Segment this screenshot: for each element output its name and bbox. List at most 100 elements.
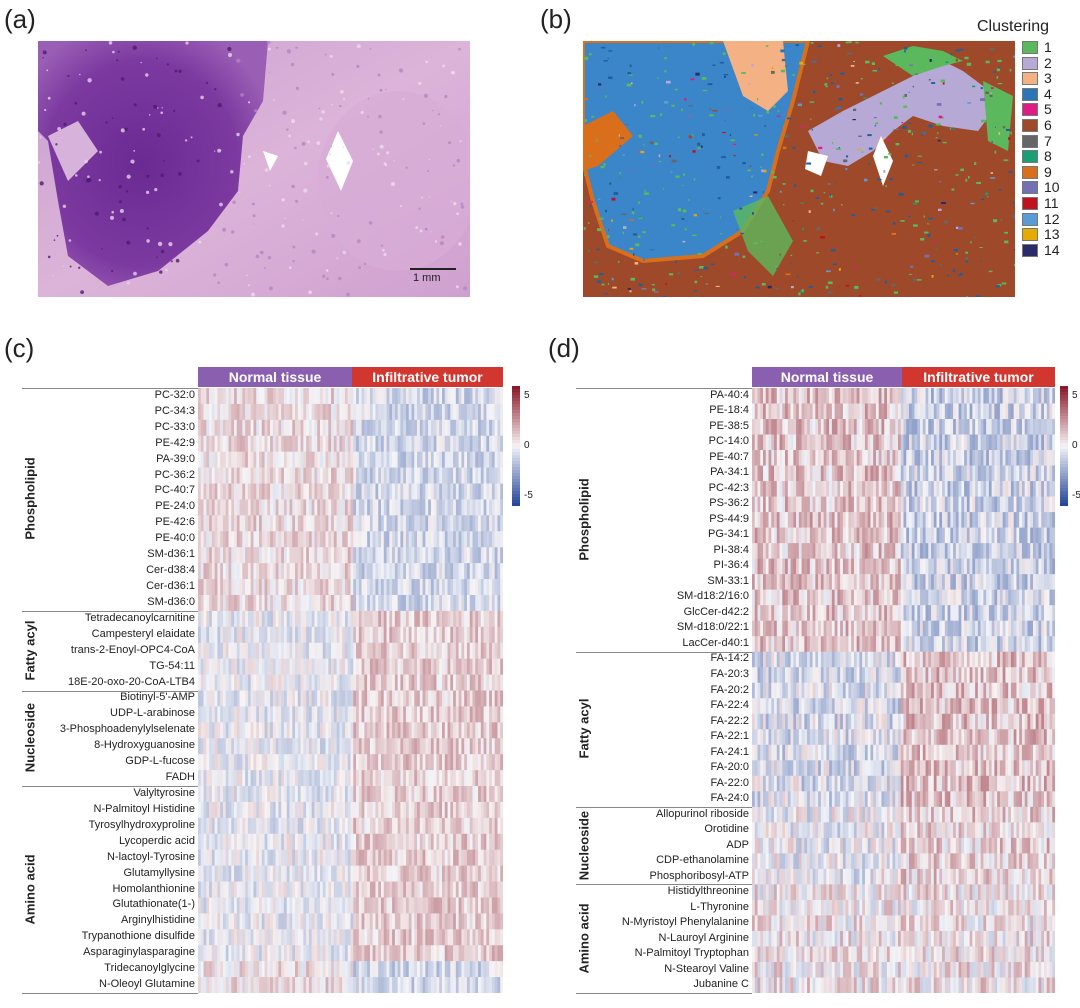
row-label: FA-20:0 bbox=[710, 762, 749, 773]
row-label: FA-20:2 bbox=[710, 685, 749, 696]
row-label: UDP-L-arabinose bbox=[110, 708, 195, 719]
legend-swatch bbox=[1022, 135, 1038, 148]
colorbar-tick-label: 0 bbox=[1072, 440, 1078, 451]
legend-swatch bbox=[1022, 213, 1038, 226]
panel-letter-b: (b) bbox=[540, 4, 572, 35]
legend-label: 11 bbox=[1044, 196, 1059, 210]
row-label: PS-36:2 bbox=[709, 498, 749, 509]
row-label: Allopurinol riboside bbox=[656, 809, 749, 820]
row-label: FA-22:1 bbox=[710, 731, 749, 742]
row-label: FA-22:2 bbox=[710, 716, 749, 727]
category-separator bbox=[576, 388, 752, 389]
legend-swatch bbox=[1022, 41, 1038, 54]
category-label: Phospholipid bbox=[577, 449, 592, 589]
heatmap-cells bbox=[752, 388, 1055, 993]
legend-swatch bbox=[1022, 57, 1038, 70]
row-label: GlcCer-d42:2 bbox=[684, 607, 749, 618]
colorbar-tick-label: -5 bbox=[524, 490, 533, 501]
row-label: PE-40:0 bbox=[155, 533, 195, 544]
row-label: Valyltyrosine bbox=[133, 788, 195, 799]
row-label: FA-24:1 bbox=[710, 747, 749, 758]
legend-label: 9 bbox=[1044, 165, 1052, 179]
row-label: Jubanine C bbox=[693, 979, 749, 990]
legend-label: 8 bbox=[1044, 149, 1052, 163]
row-label: PC-34:3 bbox=[155, 406, 195, 417]
scale-bar-label: 1 mm bbox=[413, 272, 441, 284]
row-label: L-Thyronine bbox=[690, 902, 749, 913]
row-label: FA-20:3 bbox=[710, 669, 749, 680]
legend-swatch bbox=[1022, 197, 1038, 210]
row-label: PE-18:4 bbox=[709, 405, 749, 416]
row-label: FA-24:0 bbox=[710, 793, 749, 804]
row-label: Tetradecanoylcarnitine bbox=[85, 613, 195, 624]
row-label: PC-32:0 bbox=[155, 390, 195, 401]
legend-swatch bbox=[1022, 119, 1038, 132]
row-label: PA-40:4 bbox=[710, 390, 749, 401]
legend-label: 5 bbox=[1044, 102, 1052, 116]
row-label: PA-39:0 bbox=[156, 454, 195, 465]
row-label: N-Palmitoyl Tryptophan bbox=[635, 948, 749, 959]
row-label: PS-44:9 bbox=[709, 514, 749, 525]
row-label: PE-38:5 bbox=[709, 421, 749, 432]
histology-image bbox=[38, 41, 470, 297]
row-label: Lycoperdic acid bbox=[119, 836, 195, 847]
legend-swatch bbox=[1022, 88, 1038, 101]
legend-swatch bbox=[1022, 150, 1038, 163]
header-normal-tissue: Normal tissue bbox=[752, 367, 902, 387]
row-label: PC-36:2 bbox=[155, 470, 195, 481]
legend-label: 7 bbox=[1044, 134, 1052, 148]
row-label: SM-d18:2/16:0 bbox=[677, 591, 749, 602]
legend-swatch bbox=[1022, 166, 1038, 179]
row-label: GDP-L-fucose bbox=[125, 756, 195, 767]
category-separator bbox=[22, 388, 198, 389]
panel-letter-a: (a) bbox=[4, 4, 36, 35]
row-label: CDP-ethanolamine bbox=[656, 855, 749, 866]
row-label: Glutathionate(1-) bbox=[112, 899, 195, 910]
row-label: PC-40:7 bbox=[155, 485, 195, 496]
legend-swatch bbox=[1022, 244, 1038, 257]
legend-label: 3 bbox=[1044, 71, 1052, 85]
row-label: FADH bbox=[166, 772, 195, 783]
row-label: N-Lauroyl Arginine bbox=[659, 933, 750, 944]
panel-letter-d: (d) bbox=[548, 333, 580, 364]
row-label: Glutamyllysine bbox=[123, 868, 195, 879]
heatmap-cells bbox=[198, 388, 503, 993]
row-label: SM-33:1 bbox=[707, 576, 749, 587]
row-label: FA-22:0 bbox=[710, 778, 749, 789]
colorbar-tick-label: 5 bbox=[524, 390, 530, 401]
legend-swatch bbox=[1022, 181, 1038, 194]
legend-title: Clustering bbox=[977, 18, 1049, 36]
row-label: PC-33:0 bbox=[155, 422, 195, 433]
row-label: N-lactoyl-Tyrosine bbox=[107, 852, 195, 863]
colorbar-tick-label: -5 bbox=[1072, 490, 1080, 501]
row-label: PI-38:4 bbox=[714, 545, 749, 556]
colorbar-tick-label: 5 bbox=[1072, 390, 1078, 401]
row-label: Tyrosylhydroxyproline bbox=[89, 820, 195, 831]
row-label: Phosphoribosyl-ATP bbox=[650, 871, 749, 882]
row-label: Histidylthreonine bbox=[668, 886, 749, 897]
legend-swatch bbox=[1022, 72, 1038, 85]
category-label: Phospholipid bbox=[23, 429, 38, 569]
row-label: Campesteryl elaidate bbox=[92, 629, 195, 640]
row-label: LacCer-d40:1 bbox=[682, 638, 749, 649]
colorbar bbox=[512, 386, 520, 506]
row-label: SM-d36:0 bbox=[147, 597, 195, 608]
row-label: PE-42:6 bbox=[155, 517, 195, 528]
row-label: TG-54:11 bbox=[149, 661, 195, 672]
row-label: Orotidine bbox=[704, 824, 749, 835]
row-label: Biotinyl-5'-AMP bbox=[120, 692, 195, 703]
legend-label: 1 bbox=[1044, 40, 1052, 54]
row-label: N-Oleoyl Glutamine bbox=[99, 979, 195, 990]
legend-swatch bbox=[1022, 228, 1038, 241]
row-label: FA-14:2 bbox=[710, 653, 749, 664]
row-label: N-Myristoyl Phenylalanine bbox=[622, 917, 749, 928]
row-label: Arginylhistidine bbox=[121, 915, 195, 926]
legend-label: 6 bbox=[1044, 118, 1052, 132]
header-infiltrative-tumor: Infiltrative tumor bbox=[902, 367, 1055, 387]
panel-letter-c: (c) bbox=[4, 333, 34, 364]
row-label: PC-42:3 bbox=[709, 483, 749, 494]
row-label: 3-Phosphoadenylylselenate bbox=[60, 724, 195, 735]
row-label: 8-Hydroxyguanosine bbox=[94, 740, 195, 751]
row-label: Asparaginylasparagine bbox=[83, 947, 195, 958]
row-label: Tridecanoylglycine bbox=[104, 963, 195, 974]
